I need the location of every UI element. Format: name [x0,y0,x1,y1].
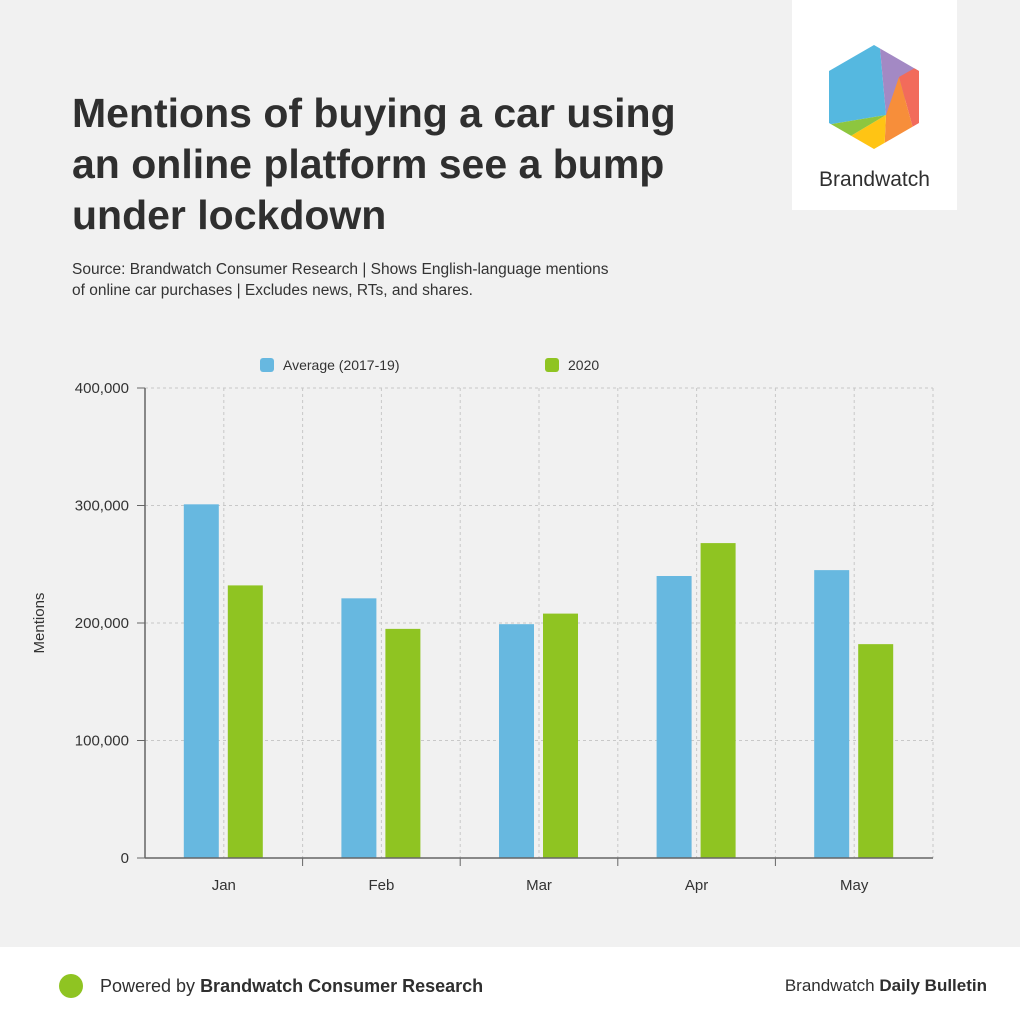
legend-swatch [545,358,559,372]
y-tick-label: 0 [121,850,129,867]
bar-2020 [700,543,736,858]
footer-powered-by-name: Brandwatch Consumer Research [200,976,484,996]
footer-dot-icon [59,974,83,998]
footer: Powered by Brandwatch Consumer Research … [0,947,1020,1028]
footer-powered-by-prefix: Powered by [100,976,201,996]
bar-Average (2017-19) [341,598,377,858]
x-tick-label: Jan [212,877,236,894]
x-tick-label: May [840,877,869,894]
bar-chart: 0 100,000 200,000 300,000 400,000 Jan Feb Mar Ap… [31,357,934,894]
footer-publication-prefix: Brandwatch [784,976,880,995]
y-tick-label: 400,000 [75,380,129,397]
y-axis-title: Mentions [31,593,48,654]
bar-2020 [385,628,421,858]
bar-2020 [858,644,894,858]
bar-2020 [543,613,578,858]
footer-publication-name: Daily Bulletin [879,976,987,995]
legend-label: 2020 [568,357,599,373]
legend-label: Average (2017-19) [283,357,399,373]
y-tick-label: 100,000 [75,733,129,750]
footer-powered-by: Powered by Brandwatch Consumer Research [100,976,483,997]
brand-logo-text: Brandwatch [819,168,930,191]
y-tick-label: 200,000 [75,615,129,632]
bar-Average (2017-19) [499,624,534,858]
y-tick-label: 300,000 [75,498,129,515]
bar-Average (2017-19) [183,504,219,858]
bar-Average (2017-19) [656,576,692,858]
legend-swatch [260,358,274,372]
chart-container: 0 100,000 200,000 300,000 400,000 Jan Feb Mar Ap… [0,330,1020,930]
x-tick-label: Mar [526,877,552,894]
chart-subtitle: Source: Brandwatch Consumer Research | S… [72,261,609,299]
brand-logo-card: Brandwatch [792,0,957,210]
bar-2020 [227,585,263,858]
brandwatch-logo-icon [829,45,919,149]
x-tick-label: Feb [368,877,394,894]
chart-title: Mentions of buying a car using an online… [72,90,676,238]
x-tick-label: Apr [685,877,708,894]
bar-Average (2017-19) [814,570,850,858]
footer-publication: Brandwatch Daily Bulletin [785,976,987,996]
